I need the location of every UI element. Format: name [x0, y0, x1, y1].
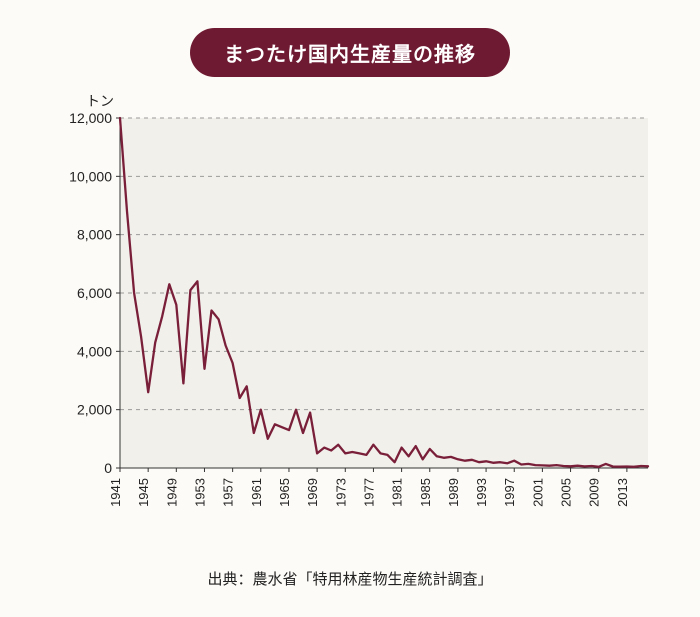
x-tick-label: 1981	[390, 478, 405, 507]
x-tick-label: 1997	[502, 478, 517, 507]
x-tick-label: 1961	[249, 478, 264, 507]
y-tick-label: 2,000	[77, 402, 112, 418]
x-tick-label: 1985	[418, 478, 433, 507]
x-tick-label: 1969	[305, 478, 320, 507]
y-tick-label: 6,000	[77, 285, 112, 301]
x-tick-label: 2005	[559, 478, 574, 507]
x-tick-label: 1945	[136, 478, 151, 507]
x-tick-label: 2009	[587, 478, 602, 507]
y-tick-label: 10,000	[69, 168, 112, 184]
x-tick-label: 1977	[361, 478, 376, 507]
y-tick-label: 0	[104, 460, 112, 476]
x-tick-label: 1953	[192, 478, 207, 507]
x-tick-label: 2001	[530, 478, 545, 507]
production-line-chart: 0 2,000 4,000 6,000 8,000 10,000 12,000トン 1941 1…	[48, 78, 658, 538]
y-tick-label: 12,000	[69, 110, 112, 126]
x-tick-label: 1993	[474, 478, 489, 507]
chart-title-pill: まつたけ国内生産量の推移	[190, 28, 510, 77]
x-tick-label: 1989	[446, 478, 461, 507]
x-tick-label: 1957	[221, 478, 236, 507]
x-tick-label: 1965	[277, 478, 292, 507]
y-tick-label: 4,000	[77, 343, 112, 359]
x-tick-label: 2013	[615, 478, 630, 507]
y-tick-label: 8,000	[77, 227, 112, 243]
chart-container: 0 2,000 4,000 6,000 8,000 10,000 12,000トン 1941 1…	[48, 78, 658, 538]
x-tick-label: 1941	[108, 478, 123, 507]
source-text: 出典：農水省「特用林産物生産統計調査」	[207, 571, 492, 588]
source-caption: 出典：農水省「特用林産物生産統計調査」	[0, 568, 700, 589]
x-tick-label: 1949	[164, 478, 179, 507]
chart-title-text: まつたけ国内生産量の推移	[224, 44, 476, 66]
y-axis-label: トン	[86, 93, 114, 109]
x-tick-label: 1973	[333, 478, 348, 507]
